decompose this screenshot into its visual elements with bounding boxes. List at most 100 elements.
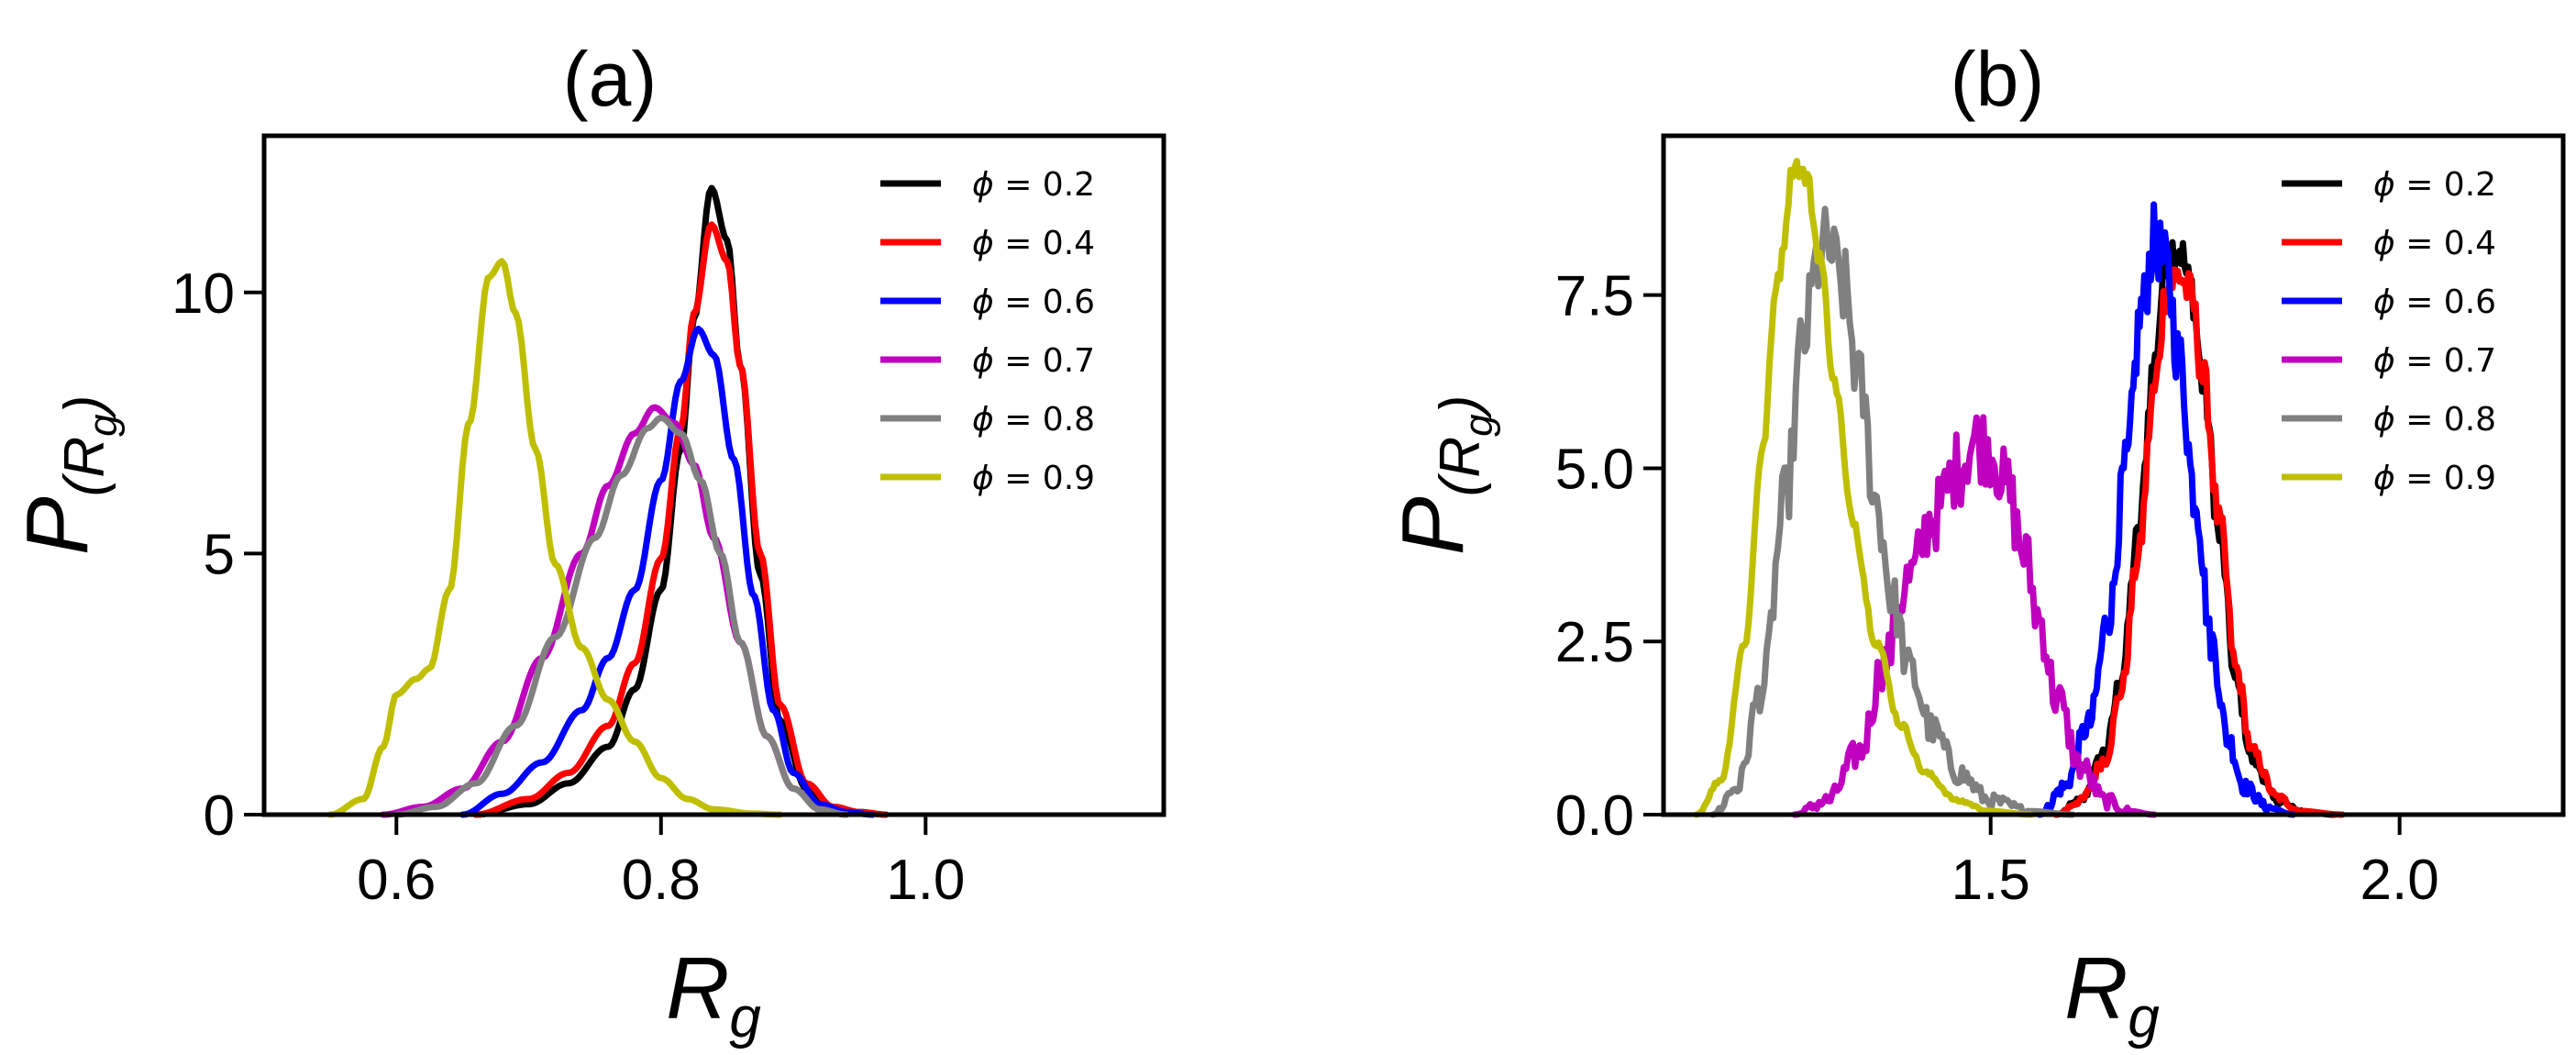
panel-a-y-tick-label: 0 [204,784,235,848]
panel-b-legend-label: ϕ = 0.4 [2373,225,2496,262]
panel-b-legend-label-symbol: ϕ [2373,460,2395,497]
panel-a-legend-label-value: = 0.7 [994,342,1095,380]
panel-b-y-tick: 2.5 [1555,611,1664,674]
panel-b-legend-label-value: = 0.2 [2395,166,2496,204]
panel-a-legend-label-value: = 0.6 [994,283,1095,321]
panel-b-legend: ϕ = 0.2ϕ = 0.4ϕ = 0.6ϕ = 0.7ϕ = 0.8ϕ = 0… [2282,166,2496,497]
panel-b-legend-label-symbol: ϕ [2373,166,2395,204]
panel-a-legend-entry: ϕ = 0.7 [880,342,1095,380]
panel-b-y-tick: 5.0 [1555,438,1664,501]
panel-a-y-tick: 0 [204,784,264,848]
panel-b-legend-label-symbol: ϕ [2373,283,2395,321]
panel-b-y-tick-label: 0.0 [1555,784,1634,848]
panel-a-x-tick-label: 0.6 [357,849,436,912]
panel-a-legend-label-value: = 0.2 [994,166,1095,204]
panel-b-legend-label-value: = 0.8 [2395,401,2496,439]
panel-b-legend-entry: ϕ = 0.2 [2282,166,2496,204]
panel-b-x-tick: 2.0 [2360,815,2439,912]
panel-a-legend-label-value: = 0.4 [994,225,1095,262]
panel-a-legend-label-symbol: ϕ [972,460,994,497]
panel-b-legend-label: ϕ = 0.6 [2373,283,2496,321]
panel-a-legend-entry: ϕ = 0.4 [880,225,1095,262]
panel-b-legend-label-symbol: ϕ [2373,225,2395,262]
panel-b-legend-entry: ϕ = 0.7 [2282,342,2496,380]
panel-b-axes-frame [1661,133,2566,817]
panel-a-legend-label-symbol: ϕ [972,225,994,262]
panel-b-title: (b) [1951,36,2045,122]
panel-a-x-ticks: 0.6 0.8 1.0 [357,815,965,912]
panel-a-x-axis-label: Rg [666,939,761,1049]
panel-b: (b) 1.5 2.0 0.0 2.5 5.0 7.5 Rg P(Rg) ϕ = 0.2… [1384,36,2566,1049]
panel-b-legend-entry: ϕ = 0.9 [2282,460,2496,497]
panel-b-legend-entry: ϕ = 0.4 [2282,225,2496,262]
panel-a-legend-label: ϕ = 0.8 [972,401,1095,439]
panel-b-x-tick-label: 2.0 [2360,849,2439,912]
panel-a-y-tick-label: 10 [171,262,235,326]
panel-a-legend-label-value: = 0.8 [994,401,1095,439]
panel-a-legend-label: ϕ = 0.6 [972,283,1095,321]
panel-b-legend-label: ϕ = 0.8 [2373,401,2496,439]
panel-a-legend-entry: ϕ = 0.8 [880,401,1095,439]
panel-a-legend-label: ϕ = 0.9 [972,460,1095,497]
panel-b-legend-entry: ϕ = 0.6 [2282,283,2496,321]
panel-a-legend-label: ϕ = 0.2 [972,166,1095,204]
panel-b-legend-label-value: = 0.9 [2395,460,2496,497]
panel-b-y-tick: 0.0 [1555,784,1664,848]
panel-b-x-axis-label-sub: g [2128,986,2159,1049]
panel-a-legend-label: ϕ = 0.7 [972,342,1095,380]
panel-b-series-line-3 [2036,201,2297,818]
panel-a-x-tick: 1.0 [886,815,965,912]
panel-b-legend-label-symbol: ϕ [2373,401,2395,439]
panel-a-legend: ϕ = 0.2ϕ = 0.4ϕ = 0.6ϕ = 0.7ϕ = 0.8ϕ = 0… [880,166,1095,497]
panel-b-x-tick-label: 1.5 [1951,849,2030,912]
panel-a-plot-area [326,184,890,818]
panel-a-y-tick: 10 [171,262,264,326]
panel-a-legend-label: ϕ = 0.4 [972,225,1095,262]
panel-b-y-ticks: 0.0 2.5 5.0 7.5 [1555,265,1664,848]
panel-b-x-tick: 1.5 [1951,815,2030,912]
panel-a-x-axis-label-main: R [666,939,729,1038]
panel-a-y-tick: 5 [204,523,264,586]
panel-b-y-axis-label-sub: (R [1429,437,1492,496]
panel-a-legend-label-value: = 0.9 [994,460,1095,497]
panel-a-legend-label-symbol: ϕ [972,342,994,380]
panel-a-legend-label-symbol: ϕ [972,283,994,321]
panel-b-series-line-6 [1693,158,2035,818]
panel-a-x-tick-label: 1.0 [886,849,965,912]
panel-a-legend-entry: ϕ = 0.6 [880,283,1095,321]
panel-a-series-line-2 [472,221,890,818]
panel-a-legend-entry: ϕ = 0.2 [880,166,1095,204]
panel-b-series-line-4 [1791,414,2158,818]
panel-a-series-line-1 [472,184,890,818]
panel-b-x-axis-label: Rg [2064,939,2160,1049]
panel-a-y-axis-label-subsub: g [81,414,126,437]
panel-b-x-ticks: 1.5 2.0 [1951,815,2439,912]
panel-b-series-line-5 [1709,205,2076,818]
panel-a-y-axis-label-sub: (R [53,437,116,496]
panel-b-x-axis-label-main: R [2064,939,2128,1038]
panel-b-legend-label-value: = 0.7 [2395,342,2496,380]
panel-b-legend-label-value: = 0.6 [2395,283,2496,321]
panel-a-series-line-6 [326,258,784,818]
panel-b-legend-label: ϕ = 0.7 [2373,342,2496,380]
panel-b-y-tick-label: 5.0 [1555,438,1634,501]
panel-a-x-axis-label-sub: g [729,986,760,1049]
panel-b-y-tick-label: 7.5 [1555,265,1634,328]
panel-a-x-tick: 0.8 [622,815,701,912]
panel-a-series-line-3 [459,326,877,818]
panel-a-axes-frame [261,133,1166,817]
panel-a-x-tick: 0.6 [357,815,436,912]
panel-b-legend-label-symbol: ϕ [2373,342,2395,380]
panel-a-x-tick-label: 0.8 [622,849,701,912]
panel-b-legend-label: ϕ = 0.9 [2373,460,2496,497]
panel-b-legend-label: ϕ = 0.2 [2373,166,2496,204]
panel-a-y-axis-label: P(Rg) [8,395,126,556]
panel-a-y-ticks: 0 5 10 [171,262,264,848]
panel-b-y-tick-label: 2.5 [1555,611,1634,674]
panel-b-y-axis-label: P(Rg) [1384,395,1501,556]
panel-b-legend-entry: ϕ = 0.8 [2282,401,2496,439]
panel-a-series-line-5 [392,414,850,818]
panel-a-y-axis-label-main: P [8,496,106,555]
